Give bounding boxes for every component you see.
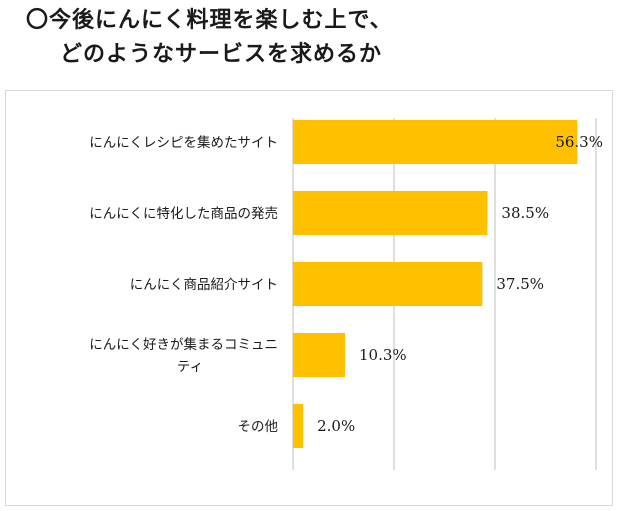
chart-frame <box>5 90 613 506</box>
chart-title-line-1: 〇今後にんにく料理を楽しむ上で、 <box>26 8 393 33</box>
chart-title: 〇今後にんにく料理を楽しむ上で、 どのようなサービスを求めるか <box>26 4 606 72</box>
chart-title-line-2: どのようなサービスを求めるか <box>60 42 383 67</box>
bar <box>293 404 304 448</box>
bar <box>293 333 346 377</box>
category-label: にんにくに特化した商品の発売 <box>89 206 278 222</box>
bar <box>293 262 483 306</box>
category-label: その他 <box>238 419 279 435</box>
category-label: にんにく好きが集まるコミュニティ <box>89 337 278 375</box>
bar <box>293 120 578 164</box>
data-label: 2.0% <box>317 417 355 435</box>
data-label: 37.5% <box>496 275 544 293</box>
data-label: 56.3% <box>555 133 603 151</box>
bar <box>293 191 488 235</box>
data-label: 38.5% <box>501 204 549 222</box>
category-label: にんにくレシピを集めたサイト <box>89 135 278 151</box>
category-label: にんにく商品紹介サイト <box>130 277 278 293</box>
data-label: 10.3% <box>359 346 407 364</box>
